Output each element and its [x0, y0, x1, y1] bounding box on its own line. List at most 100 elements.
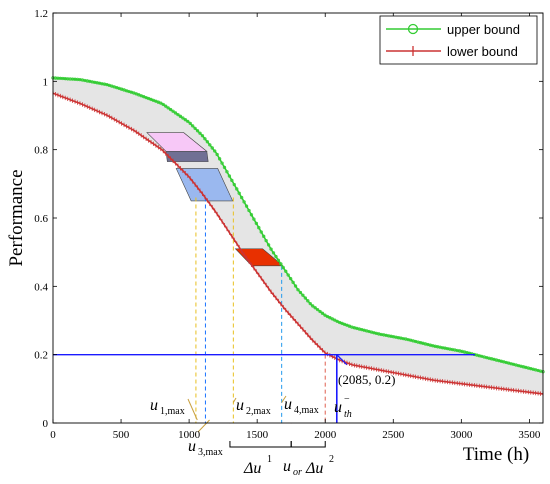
upper-point — [178, 114, 183, 118]
upper-point — [320, 311, 325, 315]
upper-point — [269, 247, 273, 251]
upper-point — [203, 137, 207, 141]
annotation-u2max: u 2,max — [236, 397, 271, 417]
upper-point — [237, 191, 241, 195]
u2max-sub: 2,max — [246, 406, 271, 417]
u1max-sub: 1,max — [160, 406, 185, 417]
upper-point — [249, 213, 254, 217]
upper-point — [222, 165, 227, 170]
upper-point — [181, 116, 185, 120]
y-tick-label: 0 — [43, 418, 49, 430]
x-tick-label: 1500 — [246, 429, 269, 441]
series-lower-line — [52, 92, 544, 395]
upper-point — [284, 269, 288, 273]
upper-point — [311, 304, 315, 308]
legend-lower-label: lower bound — [447, 44, 518, 59]
upper-point — [306, 299, 310, 303]
annotation-u4max: u 4,max — [284, 396, 319, 416]
upper-point — [279, 262, 283, 266]
brace-1 — [229, 441, 292, 448]
upper-point — [276, 258, 281, 262]
upper-point — [225, 170, 229, 174]
annotation-u-or: u or — [283, 458, 302, 478]
upper-point — [330, 317, 334, 321]
annotation-arrow-4 — [281, 395, 287, 403]
upper-point — [271, 251, 276, 255]
upper-point — [281, 265, 285, 270]
annotation-u1max: u 1,max — [150, 397, 185, 417]
brace-2 — [290, 441, 326, 448]
upper-point — [239, 195, 244, 200]
u3max-sub: 3,max — [198, 447, 223, 458]
upper-point — [289, 277, 293, 281]
upper-point — [159, 101, 163, 105]
upper-point — [303, 296, 308, 300]
uth-main: u — [334, 399, 342, 416]
upper-point — [215, 152, 219, 157]
upper-point — [296, 288, 300, 292]
upper-point — [301, 293, 305, 297]
u4max-sub: 4,max — [294, 405, 319, 416]
upper-point — [315, 307, 320, 312]
annotation-uth: u th − — [334, 394, 352, 420]
upper-point — [298, 290, 303, 295]
x-tick-label: 0 — [50, 429, 56, 441]
uth-sub: th — [344, 409, 352, 420]
upper-point — [323, 313, 327, 317]
plot-area: 0 500 1000 1500 2000 2500 3000 3500 0 0.2 0.4 0.6 0.… — [34, 8, 545, 448]
upper-point — [244, 204, 249, 208]
annotation-arrow-1 — [187, 398, 198, 421]
upper-point — [254, 221, 259, 226]
upper-point — [183, 118, 187, 122]
annotation-arrow-3 — [232, 397, 237, 403]
upper-point — [188, 121, 192, 126]
upper-point — [242, 200, 246, 204]
upper-point — [257, 226, 261, 230]
x-tick-label: 2000 — [314, 429, 337, 441]
delta-u1-sup: 1 — [267, 454, 272, 465]
shaded-region-2 — [165, 151, 209, 162]
upper-point — [171, 109, 175, 113]
u1max-main: u — [150, 397, 158, 414]
threshold-pointer — [336, 354, 348, 366]
upper-point — [198, 131, 202, 135]
y-tick-label: 1.2 — [34, 8, 48, 20]
upper-point — [205, 140, 210, 144]
delta-u2-sup: 2 — [329, 454, 334, 465]
upper-point — [232, 183, 236, 187]
upper-point — [293, 284, 298, 288]
upper-point — [274, 254, 278, 259]
upper-point — [195, 129, 200, 133]
u3max-main: u — [188, 438, 196, 455]
upper-point — [220, 161, 224, 165]
legend: upper bound lower bound — [379, 15, 538, 65]
annotation-u3max: u 3,max — [188, 438, 223, 458]
uth-sup: − — [344, 394, 350, 405]
u2max-main: u — [236, 397, 244, 414]
upper-point — [208, 143, 212, 147]
x-axis-label: Time (h) — [463, 444, 529, 465]
upper-point — [213, 149, 217, 153]
y-tick-label: 0.4 — [34, 281, 48, 293]
y-tick-label: 0.8 — [34, 145, 48, 157]
threshold-point-label: (2085, 0.2) — [338, 372, 395, 387]
x-tick-label: 3500 — [518, 429, 541, 441]
u4max-main: u — [284, 396, 292, 413]
annotation-delta-u1: Δu 1 — [243, 454, 272, 477]
x-tick-label: 500 — [113, 429, 130, 441]
upper-point — [235, 187, 239, 191]
upper-point — [313, 306, 317, 310]
legend-box — [379, 15, 538, 65]
upper-point — [190, 124, 195, 128]
upper-point — [186, 119, 190, 124]
upper-point — [210, 146, 214, 150]
u-or-sub: or — [293, 467, 302, 478]
legend-upper-label: upper bound — [447, 22, 520, 37]
upper-point — [161, 102, 165, 107]
annotation-arrow-2 — [197, 419, 210, 433]
upper-point — [328, 316, 332, 320]
legend-upper-marker — [407, 23, 419, 35]
upper-point — [325, 314, 330, 319]
u-or-main: u — [283, 458, 291, 475]
y-tick-label: 1 — [43, 76, 49, 88]
